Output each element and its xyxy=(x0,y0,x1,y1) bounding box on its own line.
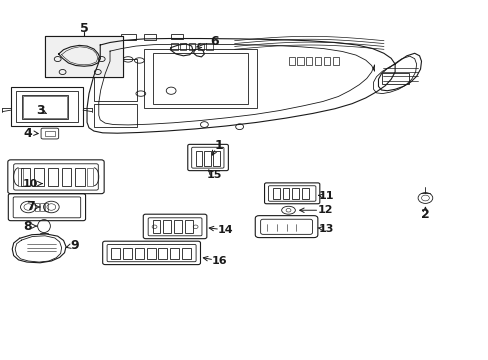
Bar xyxy=(18,168,23,186)
Bar xyxy=(121,34,136,40)
Bar xyxy=(152,53,248,104)
Bar xyxy=(45,131,55,136)
Text: 4: 4 xyxy=(23,127,32,140)
Bar xyxy=(171,43,177,50)
Bar xyxy=(332,57,338,65)
Text: 14: 14 xyxy=(218,225,233,235)
Bar xyxy=(297,57,303,65)
Bar xyxy=(170,248,179,259)
Bar xyxy=(204,151,210,166)
Text: 5: 5 xyxy=(80,22,88,35)
Bar xyxy=(45,36,123,77)
Text: 13: 13 xyxy=(318,224,334,234)
Bar xyxy=(213,151,219,166)
Bar xyxy=(48,168,58,186)
Bar xyxy=(292,188,299,199)
Bar xyxy=(94,104,137,127)
Text: 3: 3 xyxy=(36,104,44,117)
Bar xyxy=(23,96,67,118)
Bar xyxy=(288,57,294,65)
Bar xyxy=(135,248,143,259)
Bar xyxy=(174,220,182,233)
Text: 1: 1 xyxy=(214,139,223,152)
Bar xyxy=(188,43,195,50)
Bar xyxy=(111,248,120,259)
Bar xyxy=(158,248,167,259)
Bar xyxy=(22,95,68,119)
Text: 7: 7 xyxy=(26,201,35,213)
Bar xyxy=(61,168,71,186)
Bar xyxy=(197,43,203,50)
Bar xyxy=(20,168,30,186)
Bar xyxy=(35,203,39,211)
Text: 10: 10 xyxy=(22,179,38,189)
Bar xyxy=(180,43,186,50)
Bar xyxy=(382,73,408,84)
Bar xyxy=(195,151,202,166)
Bar xyxy=(146,248,155,259)
Bar xyxy=(34,168,44,186)
Bar xyxy=(144,49,256,108)
Bar xyxy=(123,248,132,259)
Text: 2: 2 xyxy=(420,208,429,221)
Bar xyxy=(163,220,171,233)
Bar xyxy=(272,188,279,199)
Text: 15: 15 xyxy=(206,170,222,180)
Text: 12: 12 xyxy=(317,205,332,215)
Bar xyxy=(94,59,137,101)
Text: 16: 16 xyxy=(211,256,226,266)
Bar xyxy=(45,36,123,77)
Bar xyxy=(314,57,321,65)
Text: 9: 9 xyxy=(70,239,79,252)
Bar xyxy=(206,43,212,50)
Bar xyxy=(16,91,78,122)
Text: 8: 8 xyxy=(23,220,32,233)
Text: 11: 11 xyxy=(318,191,334,201)
Bar xyxy=(87,168,93,186)
Bar xyxy=(171,34,183,39)
Text: 6: 6 xyxy=(209,35,218,48)
Bar xyxy=(40,203,43,211)
Bar xyxy=(45,203,48,211)
Bar xyxy=(282,188,289,199)
Bar xyxy=(182,248,190,259)
Bar xyxy=(152,220,160,233)
Bar xyxy=(144,34,156,40)
Bar xyxy=(302,188,308,199)
Bar xyxy=(323,57,329,65)
Bar xyxy=(184,220,192,233)
Bar xyxy=(11,87,83,126)
Bar xyxy=(305,57,312,65)
Bar xyxy=(75,168,85,186)
